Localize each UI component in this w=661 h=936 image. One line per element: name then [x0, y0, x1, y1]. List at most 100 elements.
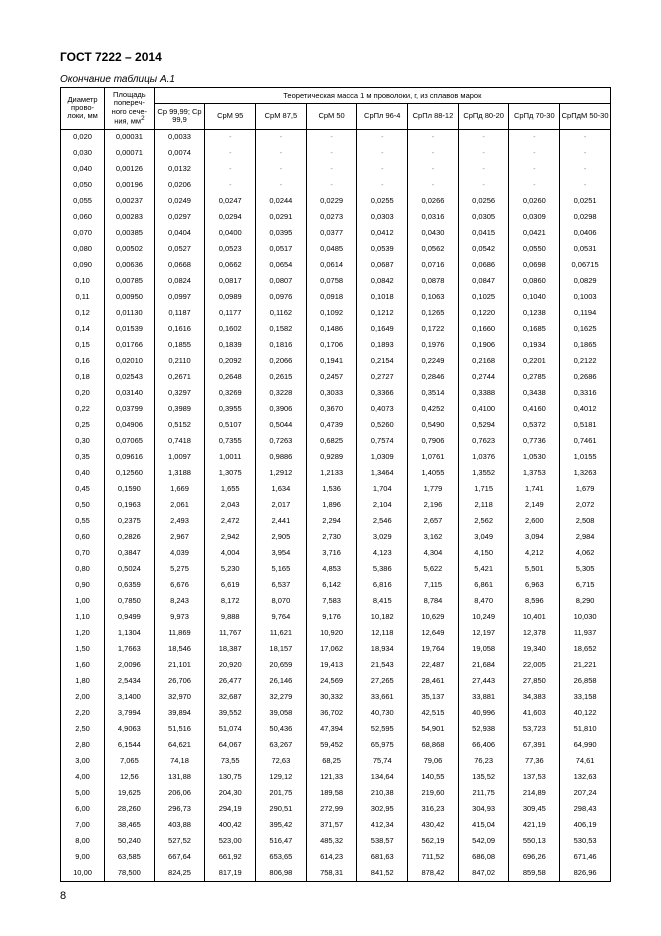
cell: 0,0132 — [154, 161, 205, 177]
cell: 1,669 — [154, 481, 205, 497]
cell: 135,52 — [458, 769, 509, 785]
cell: 0,5490 — [408, 417, 459, 433]
cell: 50,240 — [105, 833, 155, 849]
cell: - — [205, 145, 256, 161]
cell: 8,243 — [154, 593, 205, 609]
cell: 0,1003 — [560, 289, 611, 305]
cell: 0,2154 — [357, 353, 408, 369]
cell: - — [560, 161, 611, 177]
cell: 7,583 — [306, 593, 357, 609]
cell: 0,30 — [61, 433, 105, 449]
cell: 0,0316 — [408, 209, 459, 225]
cell: 826,96 — [560, 865, 611, 881]
cell: 50,436 — [256, 721, 307, 737]
cell: 17,062 — [306, 641, 357, 657]
cell: 0,3438 — [509, 385, 560, 401]
cell: 272,99 — [306, 801, 357, 817]
table-row: 0,180,025430,26710,26480,26150,24570,272… — [61, 369, 611, 385]
cell: 65,975 — [357, 737, 408, 753]
cell: 0,5372 — [509, 417, 560, 433]
cell: - — [256, 145, 307, 161]
cell: 0,0527 — [154, 241, 205, 257]
cell: 2,657 — [408, 513, 459, 529]
cell: 550,13 — [509, 833, 560, 849]
cell: 10,249 — [458, 609, 509, 625]
cell: 0,030 — [61, 145, 105, 161]
cell: 0,0297 — [154, 209, 205, 225]
cell: 0,3955 — [205, 401, 256, 417]
cell: 0,4252 — [408, 401, 459, 417]
cell: 400,42 — [205, 817, 256, 833]
cell: 711,52 — [408, 849, 459, 865]
cell: 54,901 — [408, 721, 459, 737]
cell: - — [560, 145, 611, 161]
cell: 10,629 — [408, 609, 459, 625]
cell: 1,679 — [560, 481, 611, 497]
cell: 0,25 — [61, 417, 105, 433]
cell: 1,3464 — [357, 465, 408, 481]
cell: 527,52 — [154, 833, 205, 849]
cell: 2,5434 — [105, 673, 155, 689]
cell: - — [458, 145, 509, 161]
cell: 0,40 — [61, 465, 105, 481]
cell: 0,0412 — [357, 225, 408, 241]
cell: 0,0206 — [154, 177, 205, 193]
table-row: 2,504,906351,51651,07450,43647,39452,595… — [61, 721, 611, 737]
cell: 0,0033 — [154, 129, 205, 145]
table-row: 3,007,06574,1873,5572,6368,2575,7479,067… — [61, 753, 611, 769]
cell: - — [509, 161, 560, 177]
cell: 0,1893 — [357, 337, 408, 353]
col-alloy: Ср 99,99; Ср 99,9 — [154, 104, 205, 129]
cell: 2,0096 — [105, 657, 155, 673]
cell: 0,9289 — [306, 449, 357, 465]
doc-header: ГОСТ 7222 – 2014 — [60, 50, 611, 64]
cell: 0,1265 — [408, 305, 459, 321]
cell: 0,1590 — [105, 481, 155, 497]
cell: 73,55 — [205, 753, 256, 769]
cell: 39,894 — [154, 705, 205, 721]
page-number: 8 — [60, 890, 611, 902]
cell: 0,7850 — [105, 593, 155, 609]
table-row: 0,250,049060,51520,51070,50440,47390,526… — [61, 417, 611, 433]
cell: 841,52 — [357, 865, 408, 881]
table-row: 2,203,799439,89439,55239,05836,70240,730… — [61, 705, 611, 721]
cell: 0,1194 — [560, 305, 611, 321]
cell: 18,157 — [256, 641, 307, 657]
table-row: 0,0800,005020,05270,05230,05170,04850,05… — [61, 241, 611, 257]
cell: 19,625 — [105, 785, 155, 801]
cell: - — [256, 177, 307, 193]
cell: - — [256, 161, 307, 177]
cell: 0,0539 — [357, 241, 408, 257]
cell: 12,649 — [408, 625, 459, 641]
cell: 485,32 — [306, 833, 357, 849]
cell: 51,516 — [154, 721, 205, 737]
cell: 0,0404 — [154, 225, 205, 241]
cell: 1,0011 — [205, 449, 256, 465]
cell: 0,0309 — [509, 209, 560, 225]
cell: 2,562 — [458, 513, 509, 529]
cell: 0,10 — [61, 273, 105, 289]
cell: 27,443 — [458, 673, 509, 689]
table-row: 2,806,154464,62164,06763,26759,45265,975… — [61, 737, 611, 753]
table-row: 0,0700,003850,04040,04000,03950,03770,04… — [61, 225, 611, 241]
cell: 0,3514 — [408, 385, 459, 401]
cell: 304,93 — [458, 801, 509, 817]
cell: 0,0542 — [458, 241, 509, 257]
cell: 0,0430 — [408, 225, 459, 241]
col-alloy: СрПл 88-12 — [408, 104, 459, 129]
cell: 0,0260 — [509, 193, 560, 209]
cell: 64,990 — [560, 737, 611, 753]
cell: 0,0523 — [205, 241, 256, 257]
cell: 39,058 — [256, 705, 307, 721]
cell: 0,7355 — [205, 433, 256, 449]
cell: 0,03140 — [105, 385, 155, 401]
cell: 0,0807 — [256, 273, 307, 289]
cell: - — [560, 177, 611, 193]
cell: 0,1212 — [357, 305, 408, 321]
cell: 0,7574 — [357, 433, 408, 449]
cell: - — [408, 177, 459, 193]
cell: 1,60 — [61, 657, 105, 673]
cell: 0,6359 — [105, 577, 155, 593]
cell: 0,0997 — [154, 289, 205, 305]
table-body: 0,0200,000310,0033--------0,0300,000710,… — [61, 129, 611, 881]
